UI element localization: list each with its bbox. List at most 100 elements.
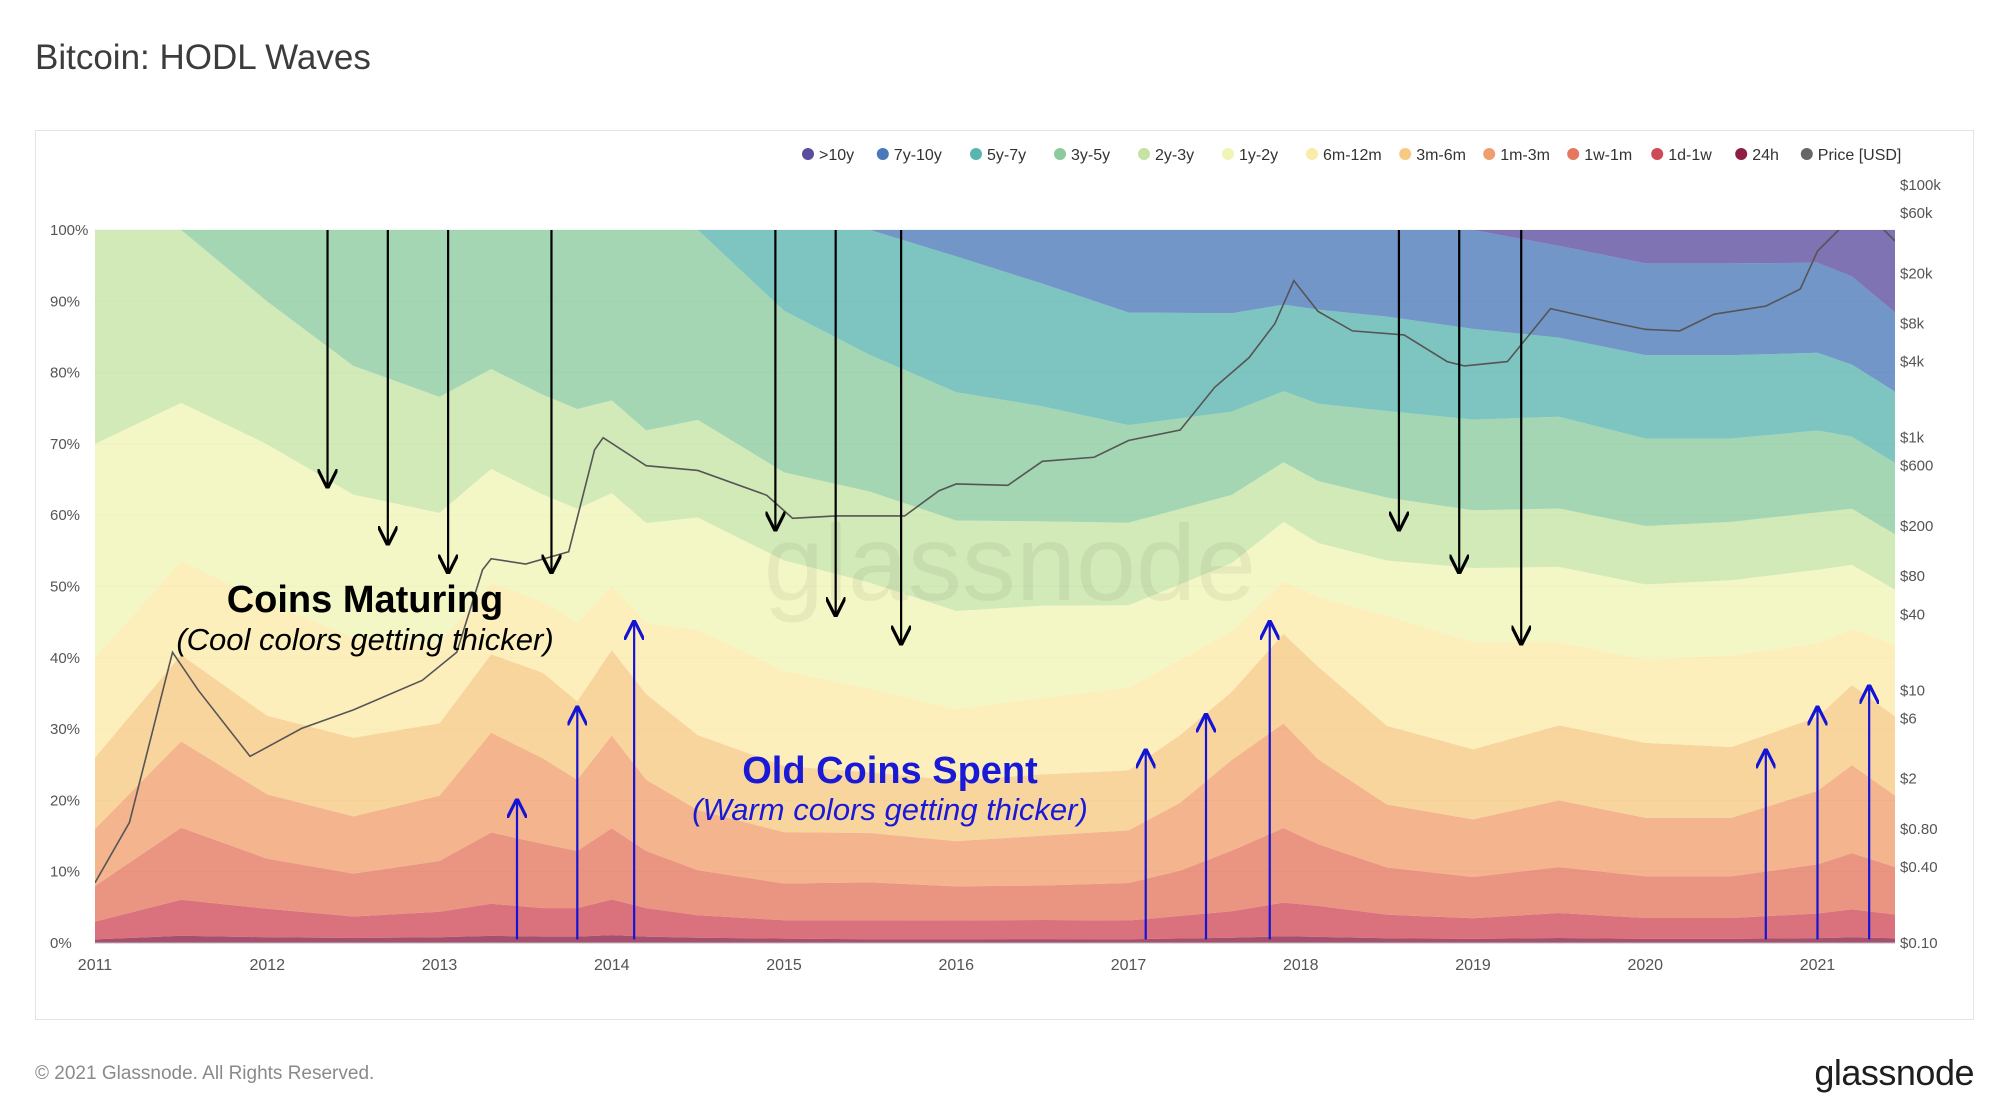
price-series [95, 230, 1895, 884]
band-1y-2y [95, 402, 1895, 710]
legend-item[interactable]: >10y [802, 147, 854, 164]
y-tick-label: 0% [50, 935, 72, 952]
annotation-coins-maturing: Coins Maturing [227, 579, 504, 621]
legend-swatch [1399, 148, 1412, 160]
legend-item[interactable]: 3m-6m [1399, 147, 1466, 164]
price-tick-label: $0.40 [1900, 859, 1938, 876]
price-line [95, 230, 1895, 884]
x-tick-label: 2014 [594, 957, 630, 974]
glassnode-logo[interactable]: glassnode [1814, 1052, 1974, 1093]
legend-item[interactable]: 1m-3m [1483, 147, 1550, 164]
y-tick-label: 70% [50, 436, 80, 453]
legend-item[interactable]: 3y-5y [1054, 147, 1110, 164]
legend-swatch [970, 148, 982, 160]
band-5y-7y [95, 230, 1895, 463]
legend-label: 3y-5y [1071, 147, 1110, 164]
legend-label: 1w-1m [1584, 147, 1632, 164]
band-1m-3m [95, 723, 1895, 887]
price-tick-label: $200 [1900, 518, 1933, 535]
legend-swatch [1483, 148, 1496, 160]
legend-item[interactable]: 1y-2y [1222, 147, 1278, 164]
y-tick-label: 10% [50, 864, 80, 881]
price-tick-label: $6 [1900, 710, 1917, 727]
y-tick-label: 40% [50, 650, 80, 667]
legend-label: 2y-3y [1155, 147, 1194, 164]
band--10y [95, 230, 1895, 313]
x-tick-label: 2021 [1800, 957, 1836, 974]
legend-item[interactable]: 7y-10y [876, 147, 942, 164]
annotation-arrows [328, 230, 1870, 940]
legend-swatch [802, 148, 814, 160]
chart-title: Bitcoin: HODL Waves [35, 38, 371, 77]
legend-item[interactable]: 5y-7y [970, 147, 1026, 164]
legend-item[interactable]: 6m-12m [1306, 147, 1382, 164]
price-tick-label: $100k [1900, 177, 1941, 194]
legend: >10y 7y-10y 5y-7y 3y-5y 2y-3y 1y-2y 6m-12m 3m-6… [802, 147, 1901, 164]
legend-label: 24h [1752, 147, 1779, 164]
legend-label: 7y-10y [894, 147, 942, 164]
legend-swatch [1735, 148, 1748, 160]
watermark-text: glassnode [764, 502, 1256, 623]
x-tick-label: 2013 [422, 957, 458, 974]
legend-swatch [876, 148, 889, 160]
band-6m-12m [95, 561, 1895, 781]
x-tick-label: 2020 [1627, 957, 1663, 974]
legend-label: 1y-2y [1239, 147, 1278, 164]
x-tick-label: 2018 [1283, 957, 1319, 974]
legend-label: 1d-1w [1668, 147, 1712, 164]
legend-item[interactable]: 2y-3y [1138, 147, 1194, 164]
legend-swatch [1567, 148, 1580, 160]
price-tick-label: $10 [1900, 682, 1925, 699]
legend-swatch [1306, 148, 1318, 160]
price-tick-label: $80 [1900, 568, 1925, 585]
legend-label: Price [USD] [1818, 147, 1902, 164]
x-tick-label: 2017 [1111, 957, 1147, 974]
price-tick-label: $0.80 [1900, 821, 1938, 838]
axes: 2011 2012 2013 2014 2015 2016 2017 2018 2019 2020… [50, 177, 1941, 974]
y-tick-label: 90% [50, 293, 80, 310]
legend-swatch [1800, 148, 1813, 160]
legend-item[interactable]: 24h [1735, 147, 1779, 164]
x-tick-label: 2019 [1455, 957, 1491, 974]
y-tick-label: 60% [50, 507, 80, 524]
legend-item[interactable]: 1w-1m [1567, 147, 1632, 164]
band-24h [95, 935, 1895, 943]
x-tick-label: 2012 [249, 957, 285, 974]
y-tick-label: 20% [50, 792, 80, 809]
chart-panel [35, 130, 1974, 1020]
legend-item[interactable]: 1d-1w [1651, 147, 1712, 164]
band-2y-3y [95, 230, 1895, 612]
legend-label: 3m-6m [1416, 147, 1466, 164]
annotation-old-coins-spent: Old Coins Spent [742, 750, 1038, 792]
legend-swatch [1138, 148, 1150, 160]
x-tick-label: 2011 [78, 957, 113, 974]
price-tick-label: $0.10 [1900, 935, 1938, 952]
price-tick-label: $4k [1900, 354, 1925, 371]
hodl-bands [95, 230, 1895, 943]
legend-label: 6m-12m [1323, 147, 1382, 164]
price-tick-label: $2 [1900, 771, 1917, 788]
legend-label: >10y [819, 147, 854, 164]
legend-label: 5y-7y [987, 147, 1026, 164]
band-3y-5y [95, 230, 1895, 535]
price-tick-label: $600 [1900, 458, 1933, 475]
legend-swatch [1054, 148, 1066, 160]
band-1w-1m [95, 827, 1895, 922]
y-tick-label: 50% [50, 579, 80, 596]
annotation-cool-colors: (Cool colors getting thicker) [176, 622, 553, 657]
legend-label: 1m-3m [1500, 147, 1550, 164]
price-tick-label: $20k [1900, 265, 1933, 282]
price-tick-label: $60k [1900, 205, 1933, 222]
price-tick-label: $8k [1900, 316, 1925, 333]
x-tick-label: 2015 [766, 957, 802, 974]
price-tick-label: $40 [1900, 606, 1925, 623]
y-tick-label: 100% [50, 222, 88, 239]
copyright-footer: © 2021 Glassnode. All Rights Reserved. [35, 1063, 375, 1084]
band-7y-10y [95, 230, 1895, 392]
y-tick-label: 80% [50, 365, 80, 382]
x-tick-label: 2016 [938, 957, 974, 974]
annotation-warm-colors: (Warm colors getting thicker) [692, 792, 1088, 827]
legend-swatch [1222, 148, 1234, 160]
legend-item[interactable]: Price [USD] [1800, 147, 1902, 164]
